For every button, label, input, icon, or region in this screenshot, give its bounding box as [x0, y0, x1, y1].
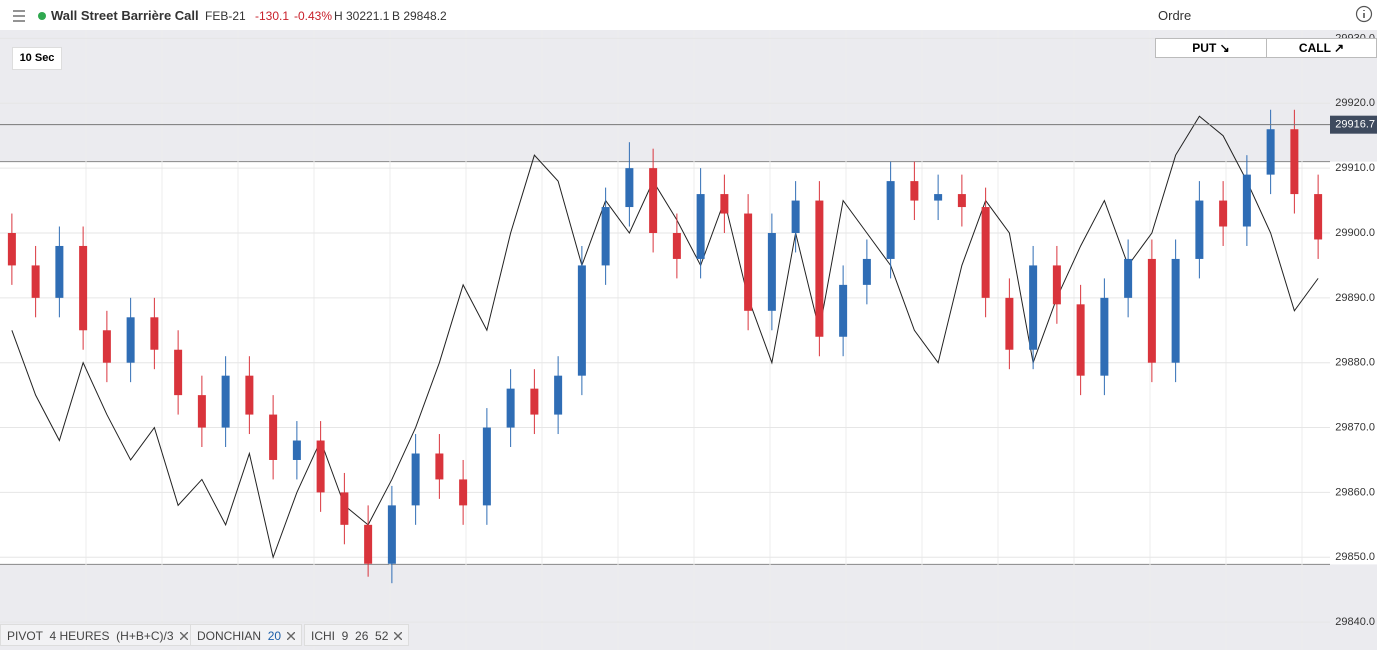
interval-button[interactable]: 10 Sec — [12, 47, 62, 70]
candle-body — [1100, 297, 1109, 376]
candle-body — [1290, 129, 1299, 195]
candle-body — [720, 194, 729, 214]
last-price-box — [1330, 115, 1377, 134]
candle-body — [934, 194, 943, 201]
indicator-name: DONCHIAN — [197, 629, 262, 643]
candle-body — [1242, 174, 1251, 227]
y-tick-label: 29850.0 — [1335, 551, 1375, 563]
candle-body — [672, 232, 681, 259]
candle-body — [577, 265, 586, 376]
high: H 30221.1 — [334, 9, 390, 23]
indicator-params: 20 — [267, 629, 282, 643]
candle-body — [1124, 258, 1133, 298]
candle-body — [340, 492, 349, 525]
close-icon[interactable] — [394, 632, 403, 640]
candle-body — [601, 207, 610, 266]
candle-body — [981, 207, 990, 298]
candle-body — [1171, 258, 1180, 363]
candle-body — [554, 375, 563, 415]
candle-body — [957, 194, 966, 208]
candle-body — [292, 440, 301, 460]
candle-body — [696, 194, 705, 259]
candle-body — [839, 284, 848, 337]
candle-body — [482, 427, 491, 506]
order-label[interactable]: Ordre — [1158, 8, 1192, 23]
status-dot — [38, 12, 46, 20]
candle-body — [1029, 265, 1038, 350]
indicator-name: ICHI — [311, 629, 335, 643]
info-icon[interactable] — [1355, 5, 1373, 23]
y-tick-label: 29870.0 — [1335, 421, 1375, 433]
candle-body — [1005, 297, 1014, 350]
y-tick-label: 29890.0 — [1335, 292, 1375, 304]
candle-body — [1052, 265, 1061, 305]
y-tick-label: 29910.0 — [1335, 162, 1375, 174]
instrument-name: Wall Street Barrière Call — [51, 8, 199, 23]
candle-body — [197, 395, 206, 428]
candle-body — [459, 479, 468, 506]
y-tick-label: 29880.0 — [1335, 357, 1375, 369]
candle-body — [31, 265, 40, 298]
candle-body — [221, 375, 230, 428]
candle-body — [245, 375, 254, 415]
candle-body — [174, 349, 183, 396]
candle-body — [102, 330, 111, 363]
candle-body — [649, 168, 658, 233]
candle-body — [1195, 200, 1204, 259]
candle-body — [886, 181, 895, 259]
upper-band — [0, 30, 1377, 162]
candle-body — [1147, 258, 1156, 363]
candle-body — [79, 245, 88, 331]
y-tick-label: 29840.0 — [1335, 616, 1375, 628]
candle-body — [862, 258, 871, 285]
candle-body — [815, 200, 824, 337]
candle-body — [387, 505, 396, 564]
candle-body — [364, 524, 373, 564]
candle-body — [269, 414, 278, 460]
indicator-tag[interactable]: PIVOT 4 HEURES (H+B+C)/3 — [0, 624, 195, 646]
candle-body — [910, 181, 919, 201]
chart: 29840.0 29850.0 29860.0 29870.0 29880.0 29890… — [0, 30, 1377, 650]
candle-body — [316, 440, 325, 493]
candle-body — [625, 168, 634, 208]
candle-body — [1314, 194, 1323, 240]
expiry: FEB-21 — [205, 9, 246, 23]
candle-body — [1219, 200, 1228, 227]
indicator-params: 4 HEURES (H+B+C)/3 — [49, 629, 174, 643]
change: -130.1 — [255, 9, 290, 23]
y-tick-label: 29860.0 — [1335, 486, 1375, 498]
indicator-tag[interactable]: DONCHIAN 20 — [190, 624, 303, 646]
candle-body — [150, 317, 159, 350]
candle-body — [744, 213, 753, 311]
candle-body — [1266, 129, 1275, 175]
indicator-params: 9 26 52 — [341, 629, 389, 643]
put-button[interactable]: PUT ↘ — [1155, 38, 1267, 58]
low: B 29848.2 — [392, 9, 447, 23]
last-price-label: 29916.7 — [1335, 119, 1375, 131]
y-tick-label: 29920.0 — [1335, 97, 1375, 109]
chikou-line — [11, 115, 1319, 560]
menu-icon[interactable] — [13, 10, 27, 22]
candle-body — [530, 388, 539, 415]
candle-body — [7, 232, 16, 266]
close-icon[interactable] — [287, 632, 296, 640]
candle-body — [506, 388, 515, 428]
top-bar: Wall Street Barrière Call FEB-21 -130.1 … — [0, 0, 1377, 30]
indicator-name: PIVOT — [7, 629, 43, 643]
candle-body — [55, 245, 64, 298]
call-button[interactable]: CALL ↗ — [1266, 38, 1377, 58]
y-tick-label: 29900.0 — [1335, 227, 1375, 239]
close-icon[interactable] — [179, 632, 188, 640]
candle-body — [1076, 304, 1085, 376]
change-pct: -0.43% — [294, 9, 333, 23]
candle-body — [411, 453, 420, 506]
candle-body — [767, 232, 776, 311]
candle-body — [435, 453, 444, 480]
candle-body — [126, 317, 135, 363]
candle-body — [791, 200, 800, 233]
indicator-tag[interactable]: ICHI 9 26 52 — [304, 624, 410, 646]
